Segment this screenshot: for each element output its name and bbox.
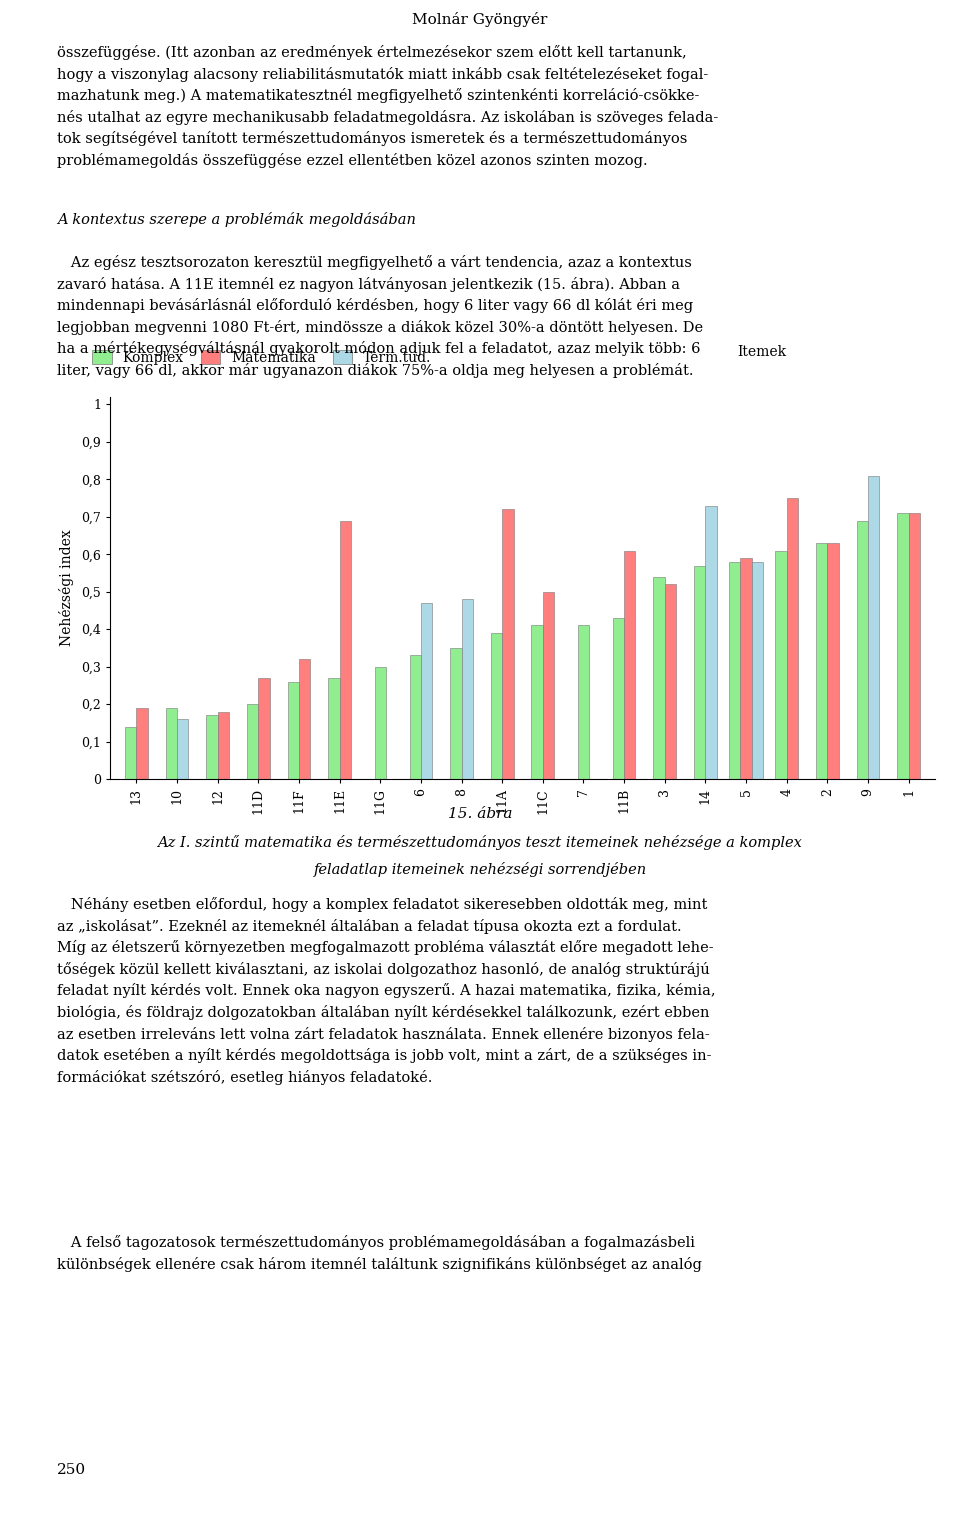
Text: feladatlap itemeinek nehézségi sorrendjében: feladatlap itemeinek nehézségi sorrendjé… — [313, 862, 647, 877]
Bar — [729, 561, 740, 780]
Bar — [136, 708, 148, 780]
Bar — [752, 561, 763, 780]
Bar — [166, 708, 177, 780]
Bar — [340, 520, 351, 780]
Bar — [816, 543, 828, 780]
Bar — [542, 592, 554, 780]
Bar — [125, 727, 136, 780]
Text: Az egész tesztsorozaton keresztül megfigyelhető a várt tendencia, azaz a kontext: Az egész tesztsorozaton keresztül megfig… — [57, 255, 703, 378]
Text: Itemek: Itemek — [737, 344, 786, 360]
Bar — [624, 551, 636, 780]
Bar — [177, 719, 188, 780]
Bar — [740, 558, 752, 780]
Bar — [420, 602, 432, 780]
Bar — [908, 513, 920, 780]
Bar — [786, 498, 798, 780]
Bar — [328, 678, 340, 780]
Text: 15. ábra: 15. ábra — [447, 807, 513, 821]
Bar — [299, 660, 310, 780]
Bar — [868, 476, 879, 780]
Bar — [828, 543, 839, 780]
Bar — [374, 666, 386, 780]
Bar — [247, 704, 258, 780]
Bar — [258, 678, 270, 780]
Bar — [532, 625, 542, 780]
Text: 250: 250 — [57, 1462, 86, 1478]
Text: Az I. szintű matematika és természettudományos teszt itemeinek nehézsége a kompl: Az I. szintű matematika és természettudo… — [157, 834, 803, 850]
Y-axis label: Nehézségi index: Nehézségi index — [60, 529, 74, 646]
Bar — [491, 633, 502, 780]
Bar — [578, 625, 589, 780]
Text: összefüggése. (Itt azonban az eredmények értelmezésekor szem előtt kell tartanun: összefüggése. (Itt azonban az eredmények… — [57, 46, 718, 168]
Bar — [664, 584, 676, 780]
Bar — [654, 576, 664, 780]
Bar — [288, 681, 299, 780]
Bar — [898, 513, 908, 780]
Bar — [706, 505, 717, 780]
Text: A felső tagozatosok természettudományos problémamegoldásában a fogalmazásbeli
kü: A felső tagozatosok természettudományos … — [57, 1235, 702, 1271]
Legend: Komplex, Matematika, Term.tud.: Komplex, Matematika, Term.tud. — [92, 350, 431, 366]
Bar — [450, 648, 462, 780]
Text: Molnár Gyöngyér: Molnár Gyöngyér — [412, 12, 548, 27]
Text: A kontextus szerepe a problémák megoldásában: A kontextus szerepe a problémák megoldás… — [57, 212, 416, 228]
Bar — [502, 510, 514, 780]
Bar — [612, 617, 624, 780]
Bar — [410, 655, 420, 780]
Bar — [776, 551, 786, 780]
Bar — [218, 711, 229, 780]
Bar — [694, 566, 706, 780]
Bar — [206, 716, 218, 780]
Bar — [856, 520, 868, 780]
Text: Néhány esetben előfordul, hogy a komplex feladatot sikeresebben oldották meg, mi: Néhány esetben előfordul, hogy a komplex… — [57, 897, 715, 1085]
Bar — [462, 599, 473, 780]
